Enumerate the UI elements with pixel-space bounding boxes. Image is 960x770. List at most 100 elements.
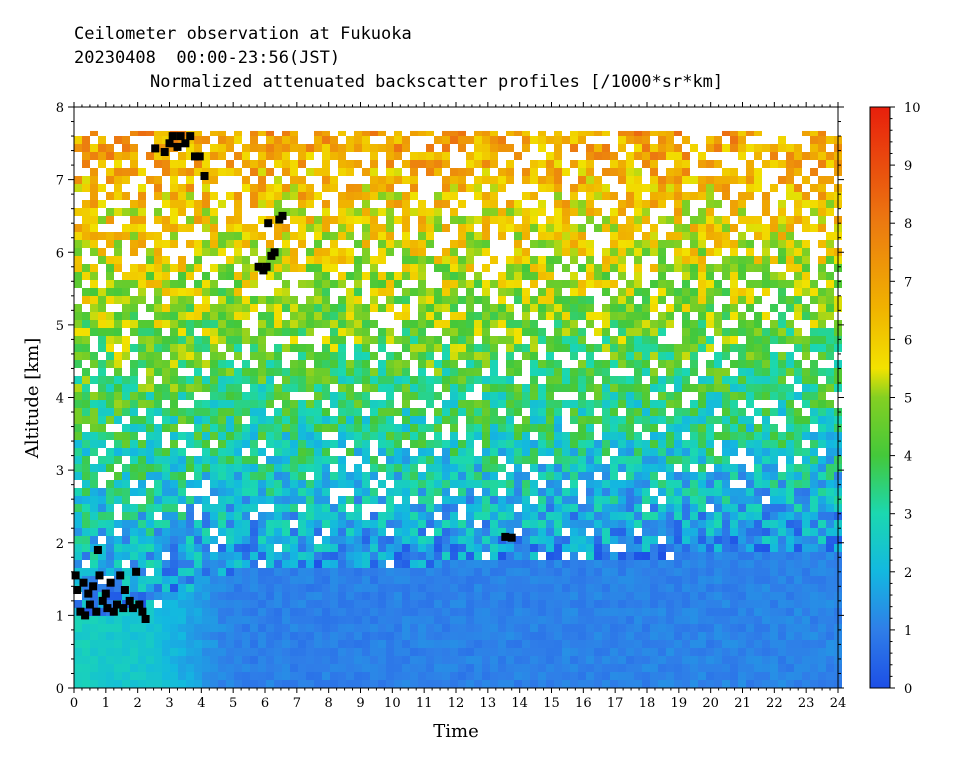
heatmap-cell [242, 480, 250, 488]
heatmap-cell [658, 152, 666, 160]
heatmap-cell [562, 584, 570, 592]
heatmap-cell [282, 632, 290, 640]
heatmap-cell [690, 440, 698, 448]
heatmap-cell [722, 496, 730, 504]
heatmap-cell [362, 144, 370, 152]
heatmap-cell [130, 272, 138, 280]
heatmap-cell [498, 432, 506, 440]
heatmap-cell [506, 656, 514, 664]
heatmap-cell [586, 376, 594, 384]
heatmap-cell [674, 144, 682, 152]
heatmap-cell [162, 560, 170, 568]
heatmap-cell [530, 488, 538, 496]
heatmap-cell [586, 248, 594, 256]
heatmap-cell [338, 344, 346, 352]
heatmap-cell [394, 624, 402, 632]
heatmap-cell [314, 264, 322, 272]
heatmap-cell [610, 384, 618, 392]
heatmap-cell [370, 608, 378, 616]
heatmap-cell [610, 296, 618, 304]
heatmap-cell [314, 304, 322, 312]
heatmap-cell [698, 568, 706, 576]
heatmap-cell [626, 400, 634, 408]
heatmap-cell [162, 488, 170, 496]
heatmap-cell [722, 608, 730, 616]
heatmap-cell [722, 528, 730, 536]
heatmap-cell [322, 584, 330, 592]
heatmap-cell [194, 360, 202, 368]
heatmap-cell [738, 624, 746, 632]
heatmap-cell [570, 256, 578, 264]
heatmap-cell [626, 464, 634, 472]
heatmap-cell [362, 472, 370, 480]
heatmap-cell [338, 656, 346, 664]
heatmap-cell [426, 608, 434, 616]
heatmap-cell [586, 368, 594, 376]
heatmap-cell [386, 488, 394, 496]
heatmap-cell [298, 408, 306, 416]
heatmap-cell [162, 312, 170, 320]
heatmap-cell [546, 216, 554, 224]
heatmap-cell [282, 384, 290, 392]
heatmap-cell [130, 584, 138, 592]
heatmap-cell [234, 376, 242, 384]
heatmap-cell [690, 320, 698, 328]
heatmap-cell [242, 312, 250, 320]
heatmap-cell [682, 296, 690, 304]
heatmap-cell [626, 480, 634, 488]
heatmap-cell [482, 160, 490, 168]
heatmap-cell [618, 632, 626, 640]
heatmap-cell [354, 672, 362, 680]
heatmap-cell [434, 416, 442, 424]
heatmap-cell [290, 680, 298, 688]
heatmap-cell [186, 416, 194, 424]
heatmap-cell [482, 248, 490, 256]
heatmap-cell [394, 664, 402, 672]
heatmap-cell [82, 512, 90, 520]
heatmap-cell [618, 496, 626, 504]
heatmap-cell [698, 304, 706, 312]
heatmap-cell [314, 480, 322, 488]
heatmap-cell [266, 368, 274, 376]
heatmap-cell [538, 160, 546, 168]
heatmap-cell [282, 416, 290, 424]
heatmap-cell [666, 576, 674, 584]
heatmap-cell [346, 376, 354, 384]
heatmap-cell [434, 424, 442, 432]
heatmap-cell [266, 600, 274, 608]
heatmap-cell [554, 296, 562, 304]
heatmap-cell [586, 584, 594, 592]
heatmap-cell [578, 680, 586, 688]
heatmap-cell [530, 520, 538, 528]
heatmap-cell [538, 672, 546, 680]
heatmap-cell [402, 296, 410, 304]
heatmap-cell [202, 272, 210, 280]
heatmap-cell [154, 256, 162, 264]
heatmap-cell [282, 544, 290, 552]
heatmap-cell [362, 568, 370, 576]
heatmap-cell [74, 472, 82, 480]
heatmap-cell [186, 560, 194, 568]
heatmap-cell [346, 272, 354, 280]
heatmap-cell [602, 392, 610, 400]
heatmap-cell [666, 424, 674, 432]
heatmap-cell [242, 256, 250, 264]
heatmap-cell [442, 376, 450, 384]
heatmap-cell [314, 560, 322, 568]
heatmap-cell [226, 408, 234, 416]
heatmap-cell [90, 464, 98, 472]
heatmap-cell [594, 528, 602, 536]
heatmap-cell [90, 184, 98, 192]
heatmap-cell [602, 664, 610, 672]
heatmap-cell [450, 320, 458, 328]
heatmap-cell [530, 392, 538, 400]
heatmap-cell [666, 376, 674, 384]
heatmap-cell [186, 592, 194, 600]
heatmap-cell [114, 624, 122, 632]
heatmap-cell [122, 232, 130, 240]
heatmap-cell [570, 496, 578, 504]
heatmap-cell [354, 512, 362, 520]
heatmap-cell [530, 536, 538, 544]
heatmap-cell [578, 176, 586, 184]
heatmap-cell [706, 176, 714, 184]
